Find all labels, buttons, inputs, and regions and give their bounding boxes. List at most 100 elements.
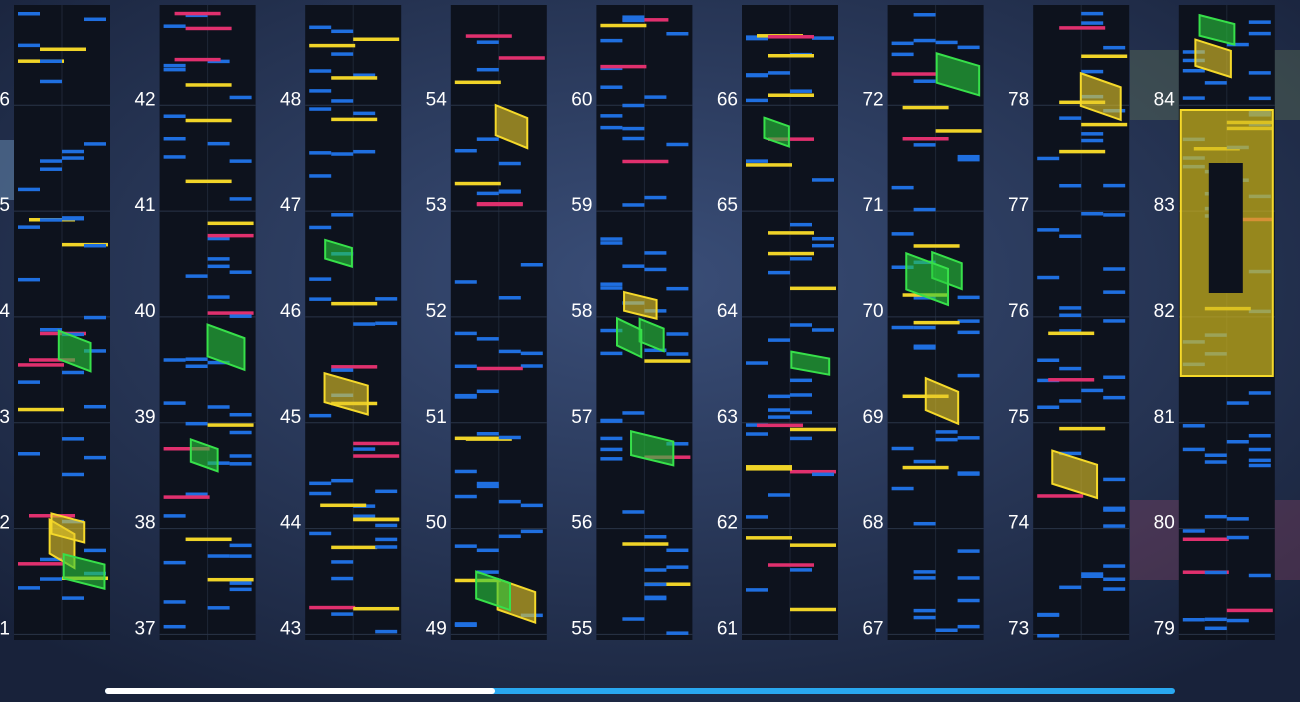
note: [18, 363, 64, 367]
note: [768, 563, 814, 567]
column: 66 65 64 63 62 61: [717, 5, 838, 640]
note: [207, 233, 254, 238]
note: [18, 407, 64, 412]
note: [913, 143, 936, 147]
note: [185, 421, 208, 426]
note: [375, 321, 398, 326]
note: [185, 26, 232, 31]
note: [229, 581, 252, 585]
note: [353, 447, 376, 451]
note: [498, 499, 521, 504]
note: [644, 251, 667, 255]
note: [746, 73, 768, 77]
note: [790, 607, 836, 612]
note: [353, 149, 376, 154]
hold-note: [630, 430, 675, 467]
note: [1226, 401, 1249, 405]
note: [1103, 45, 1126, 50]
note: [913, 320, 960, 325]
note: [454, 331, 477, 336]
note: [185, 357, 208, 361]
note: [913, 576, 936, 580]
note: [229, 270, 252, 274]
note: [913, 570, 936, 574]
note: [768, 137, 814, 141]
note: [185, 537, 232, 542]
measure-label: 81: [1154, 407, 1175, 428]
note: [768, 53, 814, 58]
note: [309, 107, 332, 111]
note: [174, 11, 221, 16]
note: [40, 59, 62, 64]
hold-note: [905, 251, 950, 307]
note: [957, 471, 980, 475]
measure-label: 40: [134, 301, 155, 322]
note: [1204, 626, 1227, 631]
note: [768, 71, 790, 75]
note: [644, 95, 667, 99]
measure-label: 62: [717, 513, 738, 534]
note: [185, 118, 232, 123]
measure-label: 68: [862, 513, 883, 534]
note: [913, 79, 936, 83]
note: [600, 114, 623, 118]
note: [644, 195, 667, 200]
note: [331, 152, 354, 156]
note: [163, 63, 186, 68]
note: [62, 370, 84, 375]
note: [84, 17, 106, 22]
note: [476, 191, 499, 196]
note: [331, 301, 378, 306]
note: [1226, 42, 1249, 47]
hold-note: [189, 437, 219, 473]
note: [163, 514, 186, 518]
note: [207, 236, 230, 241]
note: [229, 454, 252, 458]
note: [957, 576, 980, 580]
note: [62, 156, 84, 160]
note: [622, 18, 645, 23]
hold-note: [790, 350, 831, 376]
note: [84, 142, 106, 146]
note: [309, 491, 332, 496]
note: [476, 570, 499, 574]
note: [476, 40, 499, 44]
measure-label: 75: [1008, 407, 1029, 428]
note: [18, 277, 40, 282]
note: [375, 297, 398, 301]
note: [498, 349, 521, 354]
note: [1059, 234, 1082, 238]
note: [331, 545, 378, 550]
note: [1059, 329, 1082, 333]
note: [331, 76, 378, 80]
background-blur: [0, 140, 14, 200]
note: [1204, 514, 1227, 519]
measure-label: 42: [134, 89, 155, 110]
measure-label: 47: [280, 195, 301, 216]
note: [309, 151, 332, 155]
note: [185, 83, 232, 87]
note: [353, 73, 376, 77]
note: [1103, 375, 1126, 380]
measure-label: 72: [862, 89, 883, 110]
hold-note: [615, 316, 643, 359]
note: [622, 136, 645, 141]
note: [1103, 577, 1126, 581]
note: [163, 24, 186, 28]
note: [1226, 535, 1249, 540]
note: [1059, 149, 1106, 154]
note: [229, 159, 252, 163]
note: [309, 413, 332, 418]
hold-note: [494, 103, 529, 150]
note: [62, 332, 84, 337]
note: [331, 213, 354, 217]
note: [331, 368, 354, 372]
measure-label: 41: [134, 195, 155, 216]
measure-label: 84: [1154, 89, 1176, 110]
measure-label: 71: [862, 195, 883, 216]
note: [746, 163, 792, 167]
note: [1248, 573, 1271, 578]
note: [891, 486, 914, 491]
note: [1182, 50, 1205, 54]
note: [40, 218, 62, 222]
